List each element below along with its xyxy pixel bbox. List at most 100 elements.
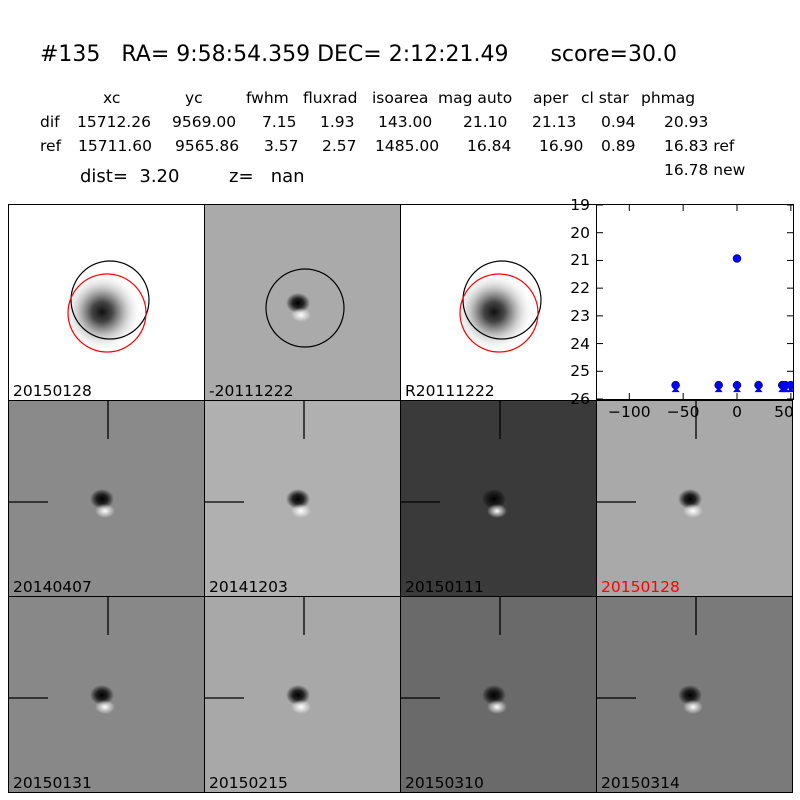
stamp-date-label: 20140407 <box>13 578 92 596</box>
upper-limit-point <box>786 380 796 390</box>
ref-fluxrad: 2.57 <box>322 137 357 155</box>
row-dif-label: dif <box>40 113 60 131</box>
col-isoarea: isoarea <box>372 89 429 107</box>
col-cl-star: cl star <box>581 89 629 107</box>
stamp-date-label: 20150131 <box>13 774 92 792</box>
row-ref-label: ref <box>40 137 62 155</box>
dif-isoarea: 143.00 <box>378 113 433 131</box>
diff-bright-lobe <box>683 700 703 714</box>
detection-point <box>732 254 742 263</box>
ref-aperture-circle <box>67 273 147 353</box>
aperture-circle <box>462 260 542 340</box>
aperture-circle <box>265 268 345 348</box>
stamp-date-label: 20150128 <box>13 382 92 400</box>
stamp-panel: 20150131 <box>8 596 205 793</box>
stamp-image <box>454 260 542 353</box>
stamp-grid: 20150128 -20111222 R20111222 20140407 201412… <box>8 204 794 793</box>
x-tick-label: 50 <box>774 403 794 421</box>
diff-dark-lobe <box>286 685 310 705</box>
col-yc: yc <box>185 89 203 107</box>
new-mag: 16.78 new <box>664 161 746 179</box>
diff-bright-lobe <box>291 308 311 322</box>
dif-fwhm: 7.15 <box>262 113 297 131</box>
diff-dark-lobe <box>482 685 506 705</box>
ref-phmag: 16.83 ref <box>664 137 735 155</box>
diff-bright-lobe <box>291 504 311 518</box>
y-tick-label: 22 <box>570 279 590 298</box>
source-blob <box>454 272 534 352</box>
diff-bright-lobe <box>487 504 507 518</box>
upper-limit-triangle <box>671 387 680 393</box>
y-tick-label: 23 <box>570 306 590 325</box>
stamp-panel: 20150128 <box>596 400 793 597</box>
upper-limit-triangle <box>714 387 723 393</box>
y-tick-label: 25 <box>570 362 590 381</box>
stamp-date-label: -20111222 <box>209 382 294 400</box>
y-tick-label: 24 <box>570 334 590 353</box>
stamp-image <box>9 597 115 714</box>
source-blob <box>62 272 142 352</box>
ref-yc: 9565.86 <box>175 137 240 155</box>
ref-cl-star: 0.89 <box>601 137 636 155</box>
stamp-date-label: 20150128 <box>601 578 680 596</box>
ref-isoarea: 1485.00 <box>375 137 440 155</box>
y-tick-label: 26 <box>570 390 590 408</box>
dif-yc: 9569.00 <box>172 113 237 131</box>
diff-dark-lobe <box>678 685 702 705</box>
diff-bright-lobe <box>487 700 507 714</box>
diff-bright-lobe <box>95 700 115 714</box>
dif-cl-star: 0.94 <box>601 113 636 131</box>
stamp-image <box>62 260 150 353</box>
y-tick-label: 19 <box>570 196 590 214</box>
col-phmag: phmag <box>641 89 696 107</box>
stamp-image <box>597 401 703 518</box>
upper-limit-triangle <box>786 387 795 393</box>
col-fwhm: fwhm <box>246 89 289 107</box>
page-title: #135 RA= 9:58:54.359 DEC= 2:12:21.49 sco… <box>40 42 677 67</box>
diff-bright-lobe <box>291 700 311 714</box>
stamp-panel: 20141203 <box>204 400 401 597</box>
stamp-panel: 20150111 <box>400 400 597 597</box>
col-aper: aper <box>533 89 569 107</box>
stamp-image <box>205 401 311 518</box>
diff-dark-lobe <box>90 685 114 705</box>
x-tick-label: 0 <box>732 403 742 421</box>
diff-bright-lobe <box>683 504 703 518</box>
stamp-image <box>205 597 311 714</box>
diff-bright-lobe <box>95 504 115 518</box>
stamp-image <box>9 401 115 518</box>
diff-dark-lobe <box>286 489 310 509</box>
dif-fluxrad: 1.93 <box>320 113 355 131</box>
stamp-date-label: 20150310 <box>405 774 484 792</box>
stamp-date-label: 20150314 <box>601 774 680 792</box>
col-mag-auto: mag auto <box>438 89 513 107</box>
col-fluxrad: fluxrad <box>303 89 358 107</box>
stamp-date-label: 20150111 <box>405 578 484 596</box>
dif-xc: 15712.26 <box>77 113 151 131</box>
upper-limit-triangle <box>733 387 741 393</box>
light-curve-plot <box>596 204 796 400</box>
stamp-panel: 20140407 <box>8 400 205 597</box>
x-tick-label: −100 <box>608 403 651 421</box>
stamp-panel: -20111222 <box>204 204 401 401</box>
dif-aper: 21.13 <box>532 113 577 131</box>
ref-xc: 15711.60 <box>78 137 152 155</box>
stamp-panel: 20150310 <box>400 596 597 793</box>
stamp-image <box>401 597 507 714</box>
light-curve-svg <box>597 204 796 400</box>
upper-limit-triangle <box>754 387 763 393</box>
stamp-panel: 20150314 <box>596 596 793 793</box>
ref-aper: 16.90 <box>539 137 584 155</box>
stamp-panel: 20150128 <box>8 204 205 401</box>
stamp-image <box>597 597 703 714</box>
col-xc: xc <box>103 89 121 107</box>
diff-dark-lobe <box>90 489 114 509</box>
dif-phmag: 20.93 <box>664 113 709 131</box>
upper-limit-triangle <box>781 387 790 393</box>
diff-dark-lobe <box>482 489 506 509</box>
stamp-date-label: 20150215 <box>209 774 288 792</box>
z-value: z= nan <box>229 166 305 187</box>
stamp-date-label: R20111222 <box>405 382 495 400</box>
x-tick-label: −50 <box>666 403 700 421</box>
stamp-date-label: 20141203 <box>209 578 288 596</box>
